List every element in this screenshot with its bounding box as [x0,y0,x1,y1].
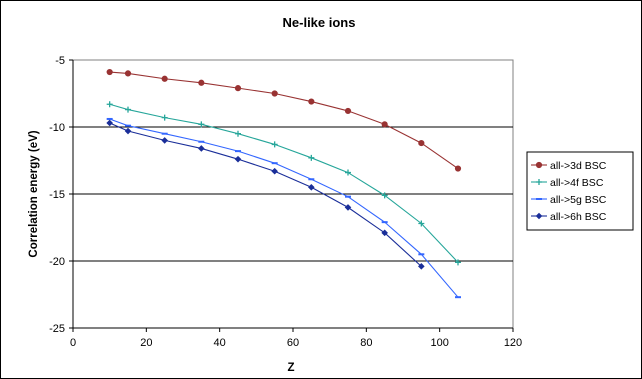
legend-item-2: all->4f BSC [531,177,604,189]
data-point [345,169,351,176]
legend-label: all->5g BSC [550,194,607,206]
data-point [106,68,113,76]
y-tick-label: -15 [49,189,65,201]
data-point [418,139,425,147]
series-line [109,122,422,267]
x-tick-label: 40 [214,337,226,349]
y-tick-label: -20 [49,256,65,268]
legend-label: all->6h BSC [550,211,607,223]
data-point [106,119,113,127]
data-point [271,167,278,175]
data-point [235,130,241,137]
x-tick-label: 120 [504,337,522,349]
grid-lines [73,126,513,262]
legend-item-1: all->3d BSC [531,160,607,172]
data-point [454,165,462,172]
data-point [124,70,132,77]
y-axis: -5 -10 -15 -20 -25 [49,55,74,335]
x-tick-label: 20 [140,337,152,349]
legend-item-3: all->5g BSC [531,194,607,206]
series-2 [106,101,461,266]
data-point [381,229,388,237]
data-point [308,98,315,105]
data-point [455,259,461,266]
data-point [381,121,388,128]
x-tick-label: 60 [287,337,299,349]
x-axis-title: Z [287,362,294,374]
data-point [124,127,132,135]
data-point [198,121,205,128]
data-point [198,79,205,86]
series-1 [106,68,462,172]
data-point [161,137,168,144]
data-point [308,154,315,161]
y-axis-title: Correlation energy (eV) [28,130,40,257]
data-point [344,107,352,115]
legend-marker [535,212,543,220]
chart-title: Ne-like ions [283,15,356,30]
data-point [271,141,278,148]
data-point [106,101,113,108]
data-point [418,263,425,270]
data-point [161,114,168,121]
data-point [271,90,278,97]
x-axis: 0 20 40 60 80 100 120 [70,327,522,349]
legend-marker [535,161,543,169]
legend-label: all->3d BSC [550,160,607,172]
data-point [234,85,242,92]
legend-label: all->4f BSC [550,177,604,189]
series-group [106,68,462,299]
y-tick-label: -25 [49,323,65,335]
legend-marker [536,179,542,185]
data-point [198,145,205,152]
data-point [234,155,242,163]
data-point [308,184,315,191]
data-point [344,204,352,211]
legend-item-4: all->6h BSC [531,211,607,223]
series-4 [106,119,425,270]
x-tick-label: 80 [360,337,372,349]
y-tick-label: -5 [55,55,65,67]
legend: all->3d BSC all->4f BSC all->5g BSC all->6h… [526,151,634,231]
data-point [418,220,425,227]
x-tick-label: 100 [430,337,448,349]
x-tick-label: 0 [70,337,76,349]
data-point [381,192,388,199]
series-3 [106,117,461,299]
y-tick-label: -10 [49,122,65,134]
data-point [125,106,131,113]
data-point [161,75,168,82]
